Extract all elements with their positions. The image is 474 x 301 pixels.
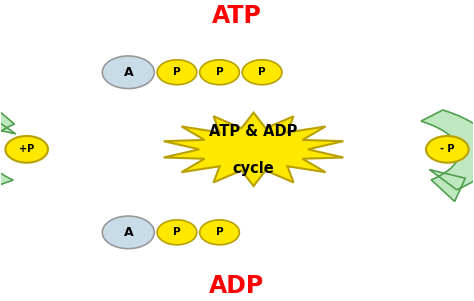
- Circle shape: [102, 216, 155, 249]
- Circle shape: [200, 60, 239, 85]
- Text: A: A: [124, 226, 133, 239]
- Text: P: P: [258, 67, 266, 77]
- Circle shape: [102, 56, 155, 88]
- Text: - P: - P: [440, 144, 455, 154]
- Polygon shape: [421, 110, 474, 201]
- Text: cycle: cycle: [233, 161, 274, 176]
- Text: ATP: ATP: [212, 4, 262, 28]
- Text: A: A: [124, 66, 133, 79]
- Circle shape: [157, 60, 197, 85]
- Circle shape: [5, 136, 48, 163]
- Circle shape: [426, 136, 469, 163]
- Text: ADP: ADP: [210, 274, 264, 298]
- Circle shape: [242, 60, 282, 85]
- Polygon shape: [164, 113, 343, 186]
- Text: P: P: [173, 67, 181, 77]
- Polygon shape: [0, 103, 16, 190]
- Circle shape: [157, 220, 197, 245]
- Circle shape: [200, 220, 239, 245]
- Text: P: P: [216, 67, 223, 77]
- Text: P: P: [216, 227, 223, 237]
- Text: P: P: [173, 227, 181, 237]
- Text: +P: +P: [19, 144, 34, 154]
- Text: ATP & ADP: ATP & ADP: [210, 124, 298, 139]
